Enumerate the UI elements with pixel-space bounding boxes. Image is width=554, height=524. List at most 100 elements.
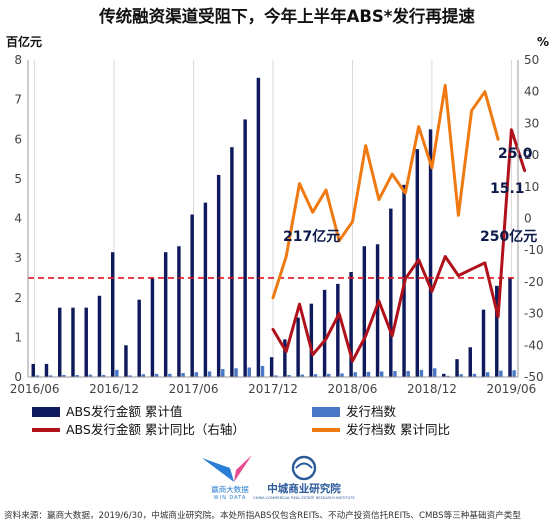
tranche-count-bar [313, 374, 318, 377]
abs-amount-bar [163, 252, 168, 377]
abs-amount-yoy-line [271, 128, 527, 363]
windata-logo-icon-accent [234, 455, 252, 482]
tranche-count-bar [406, 371, 410, 377]
left-tick-label: 5 [14, 172, 22, 186]
abs-amount-bar [44, 363, 49, 377]
annotation-15: 15.1 [490, 181, 525, 197]
abs-amount-bar [442, 373, 446, 377]
tranche-count-bar [88, 374, 93, 377]
tranche-count-bar [221, 369, 225, 377]
tranche-count-bar [168, 373, 172, 377]
abs-amount-bar [362, 246, 367, 377]
abs-amount-bar [58, 307, 62, 377]
abs-amount-bar [203, 202, 208, 377]
abs-amount-bar [389, 208, 393, 377]
tranche-count-bar [366, 371, 371, 377]
tranche-count-bar [472, 373, 477, 377]
tranche-count-bar [181, 373, 185, 377]
right-tick-label: -50 [524, 370, 544, 384]
left-tick-label: 1 [14, 330, 22, 344]
tranche-count-bar [393, 371, 397, 377]
annotation-25: 25.0 [498, 146, 533, 162]
left-tick-label: 8 [14, 53, 22, 67]
left-tick-label: 3 [14, 251, 22, 265]
abs-amount-bar [97, 295, 102, 377]
abs-amount-bar [322, 289, 327, 377]
abs-amount-bar [455, 359, 459, 377]
abs-amount-bar [110, 252, 115, 377]
legend-item: ABS发行金额 累计值 [32, 404, 182, 419]
tranche-count-bar [512, 370, 516, 377]
abs-amount-bar [137, 299, 141, 377]
legend-item: 发行档数 累计同比 [312, 422, 450, 437]
right-tick-label: 50 [524, 53, 539, 67]
tranche-count-bar [62, 375, 66, 377]
tranche-count-bar [432, 368, 437, 377]
tranche-count-bar [101, 375, 106, 377]
abs-amount-bar [495, 285, 499, 377]
right-tick-label: -40 [524, 338, 544, 352]
tranche-count-bar [446, 375, 450, 377]
abs-amount-bar [124, 345, 128, 377]
abs-amount-bar [256, 77, 261, 378]
tranche-count-bar [207, 371, 212, 377]
abs-amount-bar [468, 347, 472, 377]
legend-label: ABS发行金额 累计值 [66, 404, 182, 419]
right-tick-label: -10 [524, 243, 544, 257]
x-tick-label: 2016/12 [89, 382, 139, 396]
tranche-count-bar [115, 369, 119, 377]
abs-amount-bar [190, 214, 194, 377]
abs-amount-bar [216, 174, 221, 377]
zhongcheng-logo-sub: CHINA COMMERCIAL REAL ESTATE RESEARCH IN… [253, 496, 355, 500]
logo-zhongcheng: 中城商业研究院 CHINA COMMERCIAL REAL ESTATE RES… [253, 455, 355, 500]
abs-amount-bar [243, 119, 247, 377]
annotation-217: 217亿元 [283, 228, 340, 245]
tranche-count-bar [485, 372, 490, 377]
right-tick-label: 30 [524, 116, 539, 130]
footer-source: 资料来源：赢商大数据，2019/6/30，中城商业研究院。本处所指ABS仅包含R… [4, 509, 521, 521]
right-tick-label: -20 [524, 275, 544, 289]
abs-amount-bar [283, 339, 287, 377]
tranche-count-bar [154, 373, 159, 377]
left-tick-label: 4 [14, 212, 22, 226]
axes: 0 1 2 3 4 5 6 7 8 -50 -40 -30 -20 -10 0 10 20 30 40 50 2016/… [10, 53, 544, 396]
left-tick-label: 7 [14, 93, 22, 107]
left-tick-label: 6 [14, 132, 22, 146]
abs-amount-bar [375, 244, 380, 377]
tranche-count-bar [300, 374, 304, 377]
legend-label: ABS发行金额 累计同比（右轴） [66, 422, 245, 437]
legend-item: ABS发行金额 累计同比（右轴） [32, 422, 245, 437]
zhongcheng-logo-icon [291, 455, 317, 481]
tranche-count-bar [35, 375, 40, 377]
abs-amount-bar [296, 317, 300, 377]
legend-label: 发行档数 累计同比 [346, 422, 450, 437]
abs-amount-bar [349, 271, 353, 377]
windata-logo-icon [202, 458, 234, 482]
tranche-count-bar [353, 372, 357, 377]
x-tick-label: 2018/12 [407, 382, 457, 396]
zhongcheng-logo-name: 中城商业研究院 [267, 482, 341, 495]
tranche-count-bar [194, 372, 199, 377]
line-series [271, 83, 527, 363]
abs-amount-bar [177, 246, 181, 377]
x-tick-label: 2019/06 [486, 382, 536, 396]
tranche-count-bar [274, 375, 278, 377]
right-tick-label: -30 [524, 307, 544, 321]
x-tick-label: 2018/06 [328, 382, 378, 396]
tranche-count-bar [234, 368, 238, 377]
x-tick-label: 2017/06 [169, 382, 219, 396]
left-axis-unit: 百亿元 [6, 34, 42, 49]
windata-logo-name: 赢商大数据 [211, 484, 249, 494]
abs-amount-bar [481, 309, 486, 377]
right-tick-label: 20 [524, 148, 539, 162]
abs-amount-bar [71, 307, 75, 377]
tranche-count-bar [499, 370, 503, 377]
right-tick-label: 10 [524, 180, 539, 194]
tranche-count-bar [419, 369, 424, 377]
legend-swatch [32, 407, 60, 417]
abs-amount-bar [269, 357, 274, 377]
annotation-250: 250亿元 [480, 228, 537, 245]
tranche-count-bar [128, 375, 132, 377]
legend-item: 发行档数 [312, 404, 397, 419]
